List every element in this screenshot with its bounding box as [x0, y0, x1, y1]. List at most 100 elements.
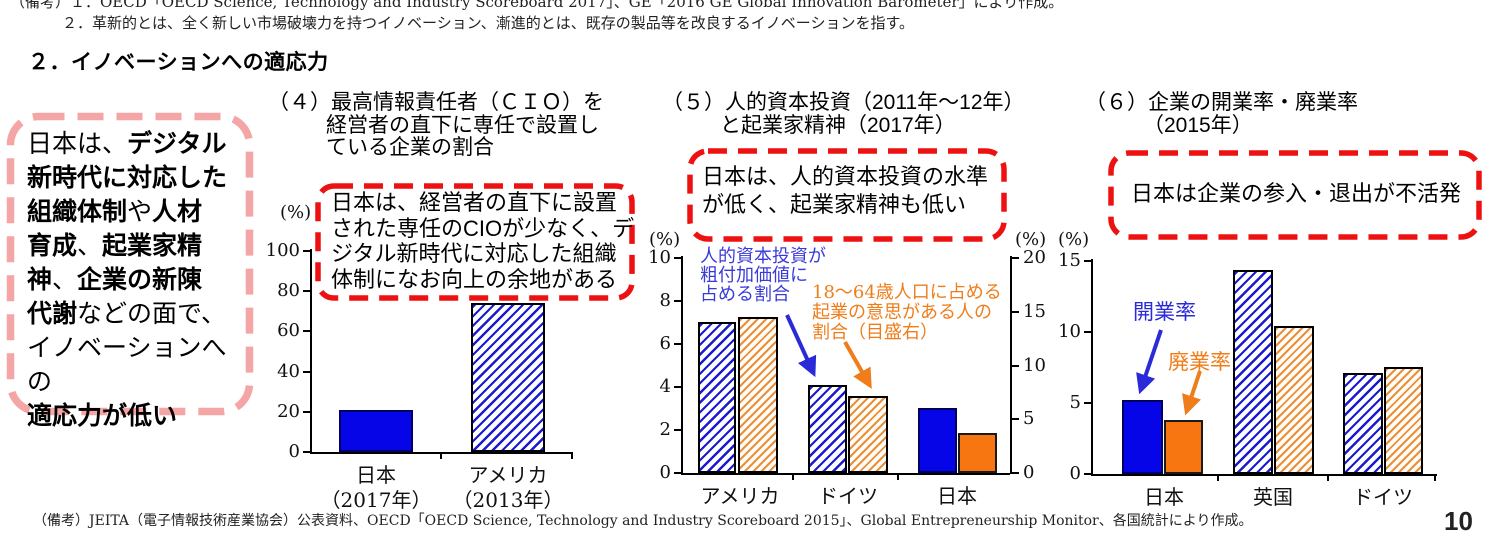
- y-tick: [303, 330, 312, 333]
- left-summary-segment: 、: [77, 232, 103, 260]
- x-tick: [1327, 474, 1329, 481]
- category-label: 日本: [1144, 485, 1184, 509]
- y-tick: [1084, 473, 1093, 475]
- x-tick: [571, 452, 573, 459]
- y-tick-label: 0: [288, 441, 300, 462]
- y-tick-label: 10: [1058, 321, 1081, 342]
- bar-japan: [339, 410, 413, 452]
- y-tick: [674, 386, 683, 388]
- source-note-top-line2: ２．革新的とは、全く新しい市場破壊力を持つイノベーション、漸進的とは、既存の製品…: [62, 14, 915, 32]
- y-tick: [674, 472, 683, 474]
- chart5-orange-series-annotation: 18～64歳人口に占める 起業の意思がある人の 割合（目盛右）: [812, 282, 1002, 343]
- y-tick-label: 60: [277, 320, 300, 342]
- x-tick: [440, 452, 442, 459]
- y-tick-label: 100: [265, 240, 300, 261]
- chart6-callout-text: 日本は企業の参入・退出が不活発: [1130, 181, 1461, 206]
- left-summary-segment: 人材 育成: [27, 198, 203, 260]
- y-tick-label-right: 20: [1023, 247, 1046, 268]
- bar-japan-opening-rate: [1122, 400, 1163, 474]
- left-summary-text: 日本は、デジタル 新時代に対応した 組織体制や人材 育成、起業家精 神、企業の新…: [27, 127, 243, 433]
- y-tick-label: 8: [659, 290, 671, 311]
- chart4-plot: 0 20 40 60 80 100 日本 （2017年） アメリカ （2013年）: [266, 240, 573, 512]
- chart5-callout-border: [687, 148, 1007, 242]
- chart4-title: （４）最高情報責任者（ＣＩＯ）を 経営者の直下に専任で設置し ている企業の割合: [268, 91, 604, 159]
- bar-germany-closure-rate: [1384, 367, 1423, 474]
- x-tick: [1434, 474, 1436, 481]
- source-note-top-line1: （備考）１．OECD「OECD Science, Technology and …: [10, 0, 1064, 11]
- bar-usa: [471, 303, 545, 452]
- section-heading: ２．イノベーションへの適応力: [28, 51, 329, 74]
- y-tick: [303, 451, 312, 453]
- left-summary-segment: 起業家精 神: [27, 232, 203, 294]
- bar-japan-human-capital: [918, 408, 957, 473]
- chart6-closure-rate-annotation: 廃業率: [1168, 350, 1231, 374]
- left-summary-segment: などの面で、 イノベーションへの: [27, 300, 227, 396]
- y-tick-label-right: 5: [1023, 408, 1035, 430]
- bar-usa-entrepreneurship: [738, 317, 778, 473]
- y-tick-label: 4: [659, 376, 671, 397]
- bar-japan-entrepreneurship: [958, 433, 997, 473]
- bar-uk-opening-rate: [1233, 270, 1273, 474]
- source-note-bottom: （備考）JEITA（電子情報技術産業協会）公表資料、OECD「OECD Scie…: [33, 513, 1253, 529]
- category-label: アメリカ: [700, 484, 780, 508]
- chart6-plot: 0 5 10 15 日本 英国 ドイツ: [1058, 250, 1437, 509]
- chart4-callout-text: 日本は、経営者の直下に設置 された専任のCIOが少なく、デ ジタル新時代に対応し…: [331, 190, 635, 292]
- x-tick: [792, 473, 794, 480]
- chart5-plot: 0 2 4 6 8 10 0 5 10 15 20 アメリカ ドイツ 日本: [648, 247, 1046, 508]
- y-tick-right: [1010, 364, 1019, 367]
- left-summary-segment: 企業の新陳 代謝: [27, 266, 203, 328]
- y-tick-label: 15: [1058, 250, 1081, 271]
- category-label: 日本 （2017年）: [320, 463, 432, 512]
- bar-germany-human-capital: [808, 385, 847, 473]
- chart5-blue-series-annotation: 人的資本投資が 粗付加価値に 占める割合: [700, 246, 826, 305]
- chart5-title: （５）人的資本投資（2011年～12年） と起業家精神（2017年）: [662, 91, 1025, 137]
- y-tick-label: 20: [277, 400, 300, 422]
- y-tick-label: 2: [659, 419, 671, 440]
- x-tick: [897, 473, 899, 480]
- left-summary-segment: デジタル 新時代に対応した 組織体制: [27, 130, 228, 226]
- y-tick: [1084, 402, 1093, 404]
- y-tick-right: [1010, 310, 1019, 313]
- y-tick-label: 5: [1069, 392, 1081, 413]
- bar-uk-closure-rate: [1274, 326, 1314, 474]
- y-tick-right: [1010, 472, 1019, 474]
- bar-japan-closure-rate: [1164, 420, 1203, 474]
- y-tick-label: 6: [659, 333, 671, 354]
- chart5-right-unit-label: (%): [1015, 229, 1047, 250]
- y-axis: [681, 256, 683, 473]
- y-tick: [303, 410, 312, 413]
- y-tick-label-right: 15: [1023, 300, 1046, 322]
- x-axis: [681, 473, 1010, 475]
- y-tick-right: [1010, 418, 1019, 421]
- chart6-callout-border: [1108, 150, 1482, 240]
- y-tick: [674, 343, 683, 345]
- y-tick: [1084, 331, 1093, 333]
- y-tick: [303, 290, 312, 293]
- bar-usa-human-capital: [698, 322, 736, 473]
- y-tick: [303, 370, 312, 373]
- chart6-title: （６）企業の開業率・廃業率 （2015年）: [1085, 91, 1358, 137]
- category-label: 日本: [937, 484, 977, 508]
- y-tick: [674, 257, 683, 259]
- chart5-callout-text: 日本は、人的資本投資の水準 が低く、起業家精神も低い: [702, 164, 989, 217]
- y-tick: [674, 300, 683, 302]
- y-tick-label: 40: [277, 360, 300, 382]
- y-axis: [310, 249, 312, 452]
- x-tick: [1217, 474, 1219, 481]
- left-summary-segment: や: [127, 198, 153, 226]
- chart4-unit-label: (%): [280, 202, 312, 223]
- y-tick: [1084, 260, 1093, 262]
- y-tick: [674, 429, 683, 431]
- bar-germany-entrepreneurship: [848, 396, 888, 473]
- category-label: ドイツ: [818, 484, 878, 508]
- chart6-unit-label: (%): [1058, 229, 1090, 250]
- y-axis: [1091, 259, 1093, 474]
- y-tick-label-right: 0: [1023, 462, 1035, 483]
- category-label: ドイツ: [1353, 485, 1413, 509]
- y-tick-label-right: 10: [1023, 354, 1046, 376]
- x-axis: [1091, 474, 1437, 476]
- page-number: 10: [1444, 506, 1473, 536]
- y-tick: [303, 250, 312, 252]
- bar-germany-opening-rate: [1343, 373, 1383, 474]
